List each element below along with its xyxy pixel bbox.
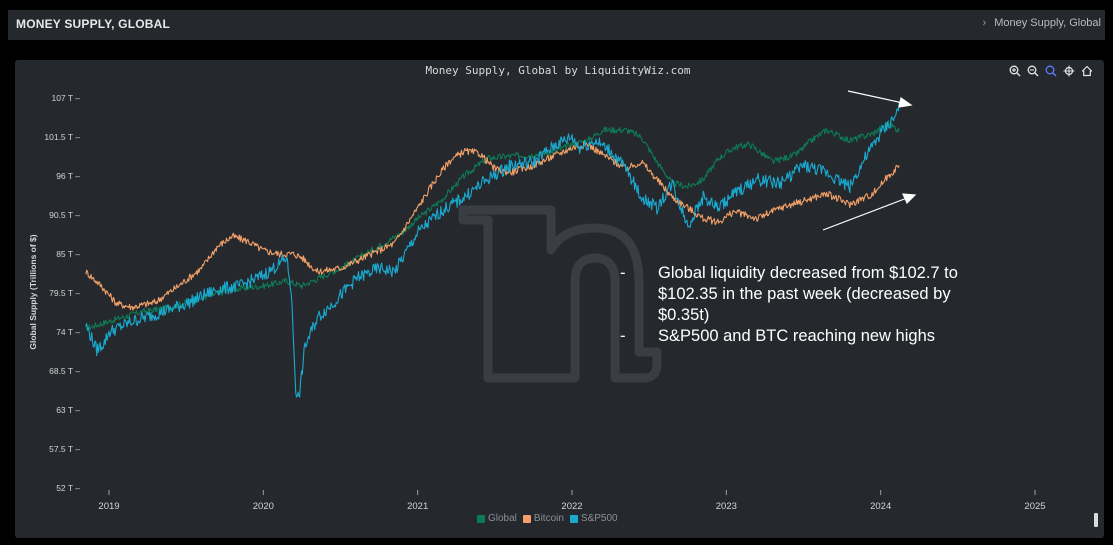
page-title: MONEY SUPPLY, GLOBAL	[16, 17, 171, 31]
arrow-upper-head	[898, 96, 913, 108]
legend-label-bitcoin: Bitcoin	[533, 513, 564, 524]
x-tick-label: 2022	[561, 501, 582, 512]
legend-item-sp500[interactable]: S&P500	[569, 513, 618, 524]
zoom-in-icon[interactable]	[1007, 64, 1022, 78]
y-tick-label: 57.5 T –	[49, 444, 80, 454]
x-tick-label: 2020	[253, 501, 274, 512]
y-tick-label: 74 T –	[56, 327, 80, 337]
x-axis-ticks: 2019 2020 2021 2022 2023 2024 2025	[98, 490, 1046, 512]
legend-swatch-sp500	[569, 514, 578, 523]
y-tick-label: 96 T –	[56, 171, 80, 181]
annotation-item: - Global liquidity decreased from $102.7…	[618, 263, 978, 326]
chart-svg[interactable]: Money Supply, Global by LiquidityWiz.com…	[15, 60, 1104, 538]
chart-toolbar	[1007, 64, 1094, 78]
breadcrumb[interactable]: › Money Supply, Global	[983, 17, 1101, 29]
watermark-logo	[458, 205, 662, 383]
x-tick-label: 2021	[407, 501, 428, 512]
breadcrumb-current[interactable]: Money Supply, Global	[994, 17, 1101, 29]
top-bar: MONEY SUPPLY, GLOBAL › Money Supply, Glob…	[8, 10, 1105, 40]
resize-scroll-handle[interactable]	[1094, 513, 1098, 527]
legend-swatch-bitcoin	[522, 514, 531, 523]
y-tick-label: 68.5 T –	[49, 366, 80, 376]
x-tick-label: 2023	[716, 501, 737, 512]
chart-panel: Money Supply, Global by LiquidityWiz.com…	[15, 60, 1104, 538]
arrow-lower-head	[902, 193, 917, 205]
arrow-lower	[822, 197, 908, 231]
reset-home-icon[interactable]	[1079, 64, 1094, 78]
annotation-text-liquidity: Global liquidity decreased from $102.7 t…	[658, 264, 958, 324]
x-tick-label: 2019	[98, 501, 119, 512]
legend-label-global: Global	[488, 513, 517, 524]
series-line-global	[85, 120, 900, 332]
zoom-select-icon[interactable]	[1043, 64, 1058, 78]
breadcrumb-separator: ›	[982, 17, 987, 29]
annotation-arrows	[822, 90, 917, 231]
watermark-path	[458, 205, 662, 383]
y-axis-ticks: 107 T – 101.5 T – 96 T – 90.5 T – 85 T – 79.5…	[44, 93, 80, 493]
chart-annotation: - Global liquidity decreased from $102.7…	[618, 263, 978, 347]
arrow-upper	[847, 90, 904, 104]
x-tick-label: 2024	[870, 501, 891, 512]
legend-item-global[interactable]: Global	[477, 513, 517, 524]
legend-item-bitcoin[interactable]: Bitcoin	[522, 513, 564, 524]
zoom-out-icon[interactable]	[1025, 64, 1040, 78]
y-tick-label: 101.5 T –	[44, 132, 80, 142]
y-tick-label: 79.5 T –	[49, 288, 80, 298]
legend-swatch-global	[477, 514, 485, 523]
y-tick-label: 52 T –	[56, 483, 80, 493]
y-tick-label: 107 T –	[51, 93, 80, 103]
series-lines	[85, 101, 900, 398]
x-tick-label: 2025	[1024, 501, 1045, 512]
y-tick-label: 90.5 T –	[49, 210, 80, 220]
series-line-sp500	[85, 101, 900, 398]
y-axis-label: Global Supply (Trillions of $)	[28, 234, 38, 349]
chart-title: Money Supply, Global by LiquidityWiz.com	[426, 64, 691, 77]
y-tick-label: 85 T –	[56, 249, 80, 259]
chart-legend: Global Bitcoin S&P500	[477, 513, 618, 524]
annotation-bullet: -	[620, 264, 626, 282]
pan-icon[interactable]	[1061, 64, 1076, 78]
series-line-bitcoin	[85, 140, 900, 311]
annotation-text-highs: S&P500 and BTC reaching new highs	[658, 327, 936, 345]
annotation-item: - S&P500 and BTC reaching new highs	[618, 326, 978, 347]
annotation-bullet: -	[620, 327, 626, 345]
legend-label-sp500: S&P500	[580, 513, 618, 524]
y-tick-label: 63 T –	[56, 405, 80, 415]
